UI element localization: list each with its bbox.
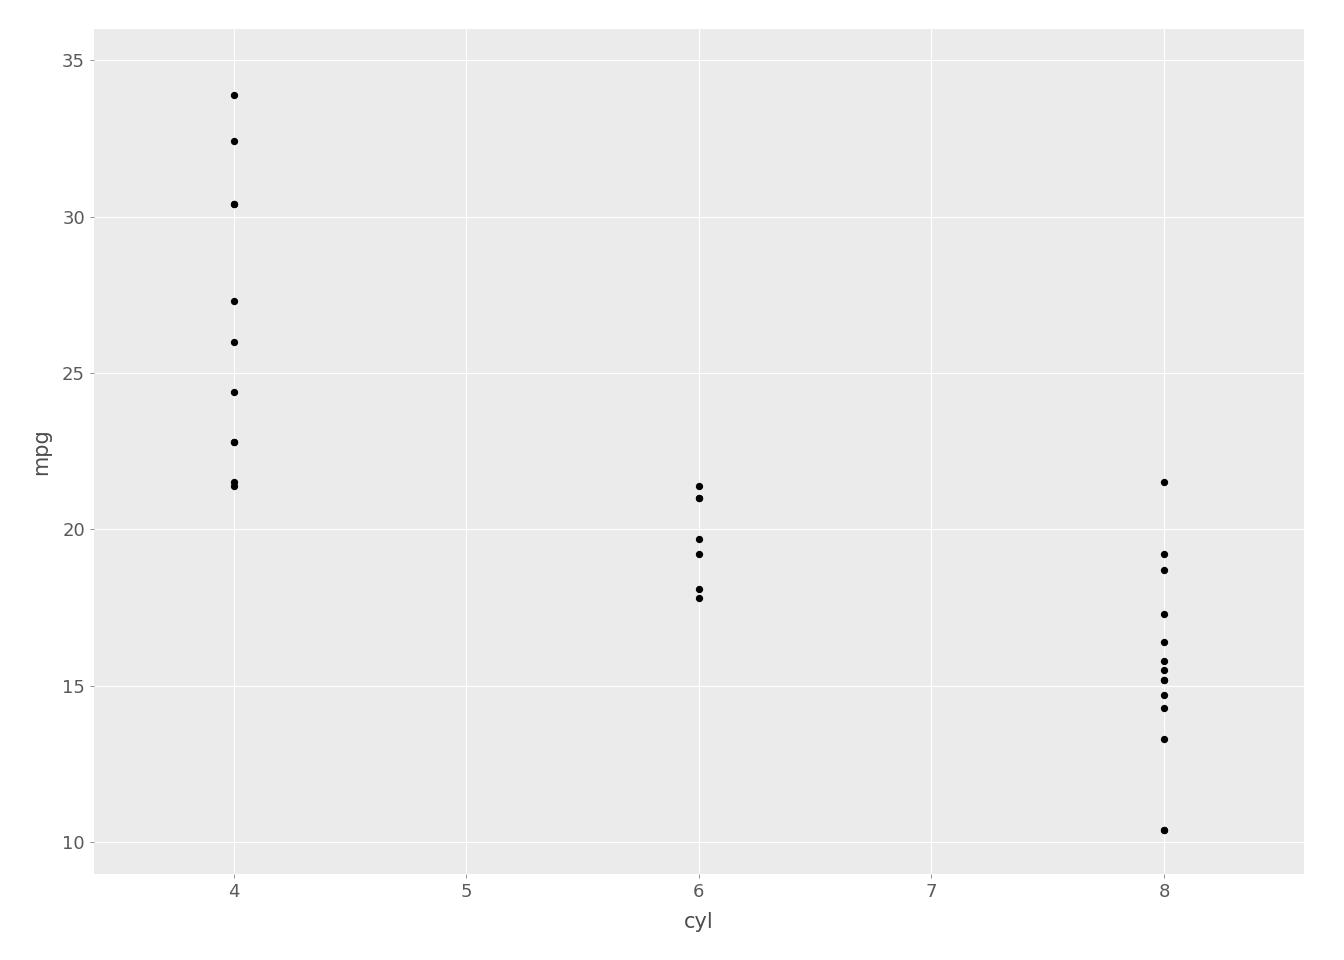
Point (223, 434, 245, 449)
Point (223, 294, 245, 309)
Point (223, 434, 245, 449)
Point (223, 475, 245, 491)
Point (1153, 653, 1175, 668)
Point (688, 478, 710, 493)
Point (1153, 822, 1175, 837)
Point (223, 197, 245, 212)
Point (223, 334, 245, 349)
Point (1153, 606, 1175, 621)
Point (223, 133, 245, 149)
Point (1153, 700, 1175, 715)
Point (688, 491, 710, 506)
Point (1153, 635, 1175, 650)
Point (1153, 672, 1175, 687)
Y-axis label: mpg: mpg (31, 428, 51, 474)
Point (688, 547, 710, 563)
Point (688, 531, 710, 546)
Point (1153, 732, 1175, 747)
Point (1153, 672, 1175, 687)
Point (223, 197, 245, 212)
Point (1153, 662, 1175, 678)
Point (1153, 687, 1175, 703)
Point (1153, 547, 1175, 563)
Point (223, 86, 245, 102)
Point (223, 384, 245, 399)
Point (688, 581, 710, 596)
Point (223, 478, 245, 493)
Point (688, 491, 710, 506)
Point (688, 590, 710, 606)
X-axis label: cyl: cyl (684, 912, 714, 932)
Point (1153, 822, 1175, 837)
Point (1153, 475, 1175, 491)
Point (1153, 563, 1175, 578)
